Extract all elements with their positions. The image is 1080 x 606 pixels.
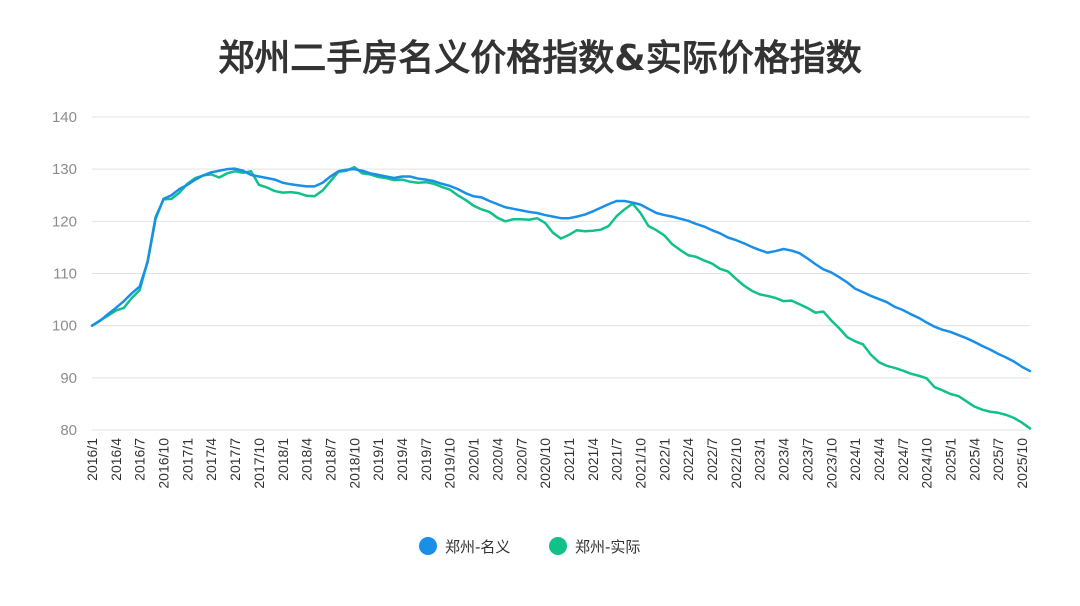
x-tick-label: 2018/4 [299,438,315,481]
x-tick-label: 2023/4 [776,438,792,481]
x-tick-label: 2023/7 [799,438,815,481]
x-tick-label: 2022/4 [680,438,696,481]
grid-lines [92,116,1030,431]
x-tick-label: 2022/7 [704,438,720,481]
x-tick-label: 2023/10 [823,438,839,489]
legend-item-nominal[interactable]: 郑州-名义 [419,537,510,556]
x-tick-label: 2018/1 [275,438,291,481]
x-tick-label: 2017/4 [203,438,219,481]
legend-marker-real [549,537,567,555]
x-axis-tick-labels: 2016/1 2016/4 2016/7 2016/10 2017/1 2017/4 201… [84,438,1030,489]
x-tick-label: 2021/10 [632,438,648,489]
x-tick-label: 2022/10 [728,438,744,489]
x-tick-label: 2016/4 [108,438,124,481]
chart-title: 郑州二手房名义价格指数&实际价格指数 [218,38,861,79]
x-tick-label: 2025/4 [966,438,982,481]
x-tick-label: 2020/1 [466,438,482,481]
x-tick-label: 2025/10 [1014,438,1030,489]
series-line-nominal [90,167,1032,373]
y-tick-label: 110 [53,266,77,283]
x-tick-label: 2021/7 [609,438,625,481]
legend-marker-nominal [419,537,437,555]
legend-label-real: 郑州-实际 [575,538,640,556]
x-tick-label: 2019/10 [442,438,458,489]
x-tick-label: 2023/1 [752,438,768,481]
x-tick-label: 2017/1 [179,438,195,481]
x-tick-label: 2022/1 [656,438,672,481]
x-tick-label: 2021/1 [561,438,577,481]
legend-label-nominal: 郑州-名义 [445,538,510,556]
x-tick-label: 2020/10 [537,438,553,489]
x-tick-label: 2016/1 [84,438,100,481]
series-lines [90,165,1032,430]
legend-item-real[interactable]: 郑州-实际 [549,537,640,556]
legend: 郑州-名义 郑州-实际 [419,537,640,556]
x-tick-label: 2024/10 [919,438,935,489]
x-tick-label: 2017/7 [227,438,243,481]
x-tick-label: 2019/4 [394,438,410,481]
y-tick-label: 100 [52,318,77,335]
x-tick-label: 2021/4 [585,438,601,481]
y-tick-label: 140 [52,109,77,126]
x-tick-label: 2020/7 [513,438,529,481]
y-axis-tick-labels: 80 90 100 110 120 130 140 [52,109,77,439]
x-tick-label: 2020/4 [489,438,505,481]
x-tick-label: 2024/1 [847,438,863,481]
x-tick-label: 2025/1 [943,438,959,481]
x-tick-label: 2019/7 [418,438,434,481]
x-tick-label: 2025/7 [990,438,1006,481]
x-tick-label: 2024/7 [895,438,911,481]
x-tick-label: 2018/10 [346,438,362,489]
y-tick-label: 90 [60,370,77,387]
x-tick-label: 2017/10 [251,438,267,489]
y-tick-label: 130 [52,161,77,178]
series-line-real [90,165,1032,430]
x-tick-label: 2016/10 [156,438,172,489]
x-tick-label: 2018/7 [322,438,338,481]
x-tick-label: 2019/1 [370,438,386,481]
y-tick-label: 120 [52,213,77,230]
x-tick-label: 2016/7 [132,438,148,481]
y-tick-label: 80 [60,422,77,439]
x-tick-label: 2024/4 [871,438,887,481]
